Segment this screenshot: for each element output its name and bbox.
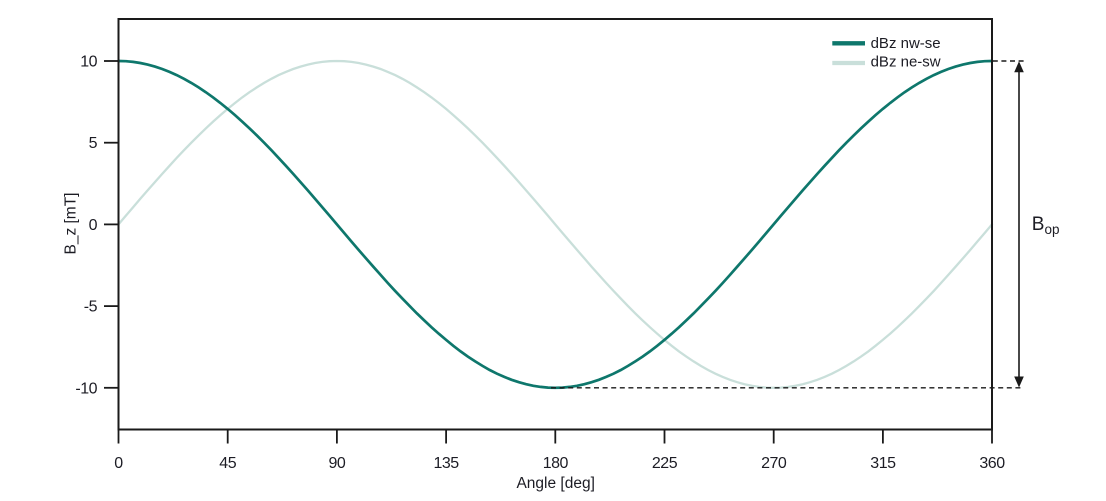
svg-text:5: 5 [89, 135, 98, 152]
svg-text:180: 180 [543, 455, 569, 472]
svg-text:45: 45 [219, 455, 236, 472]
svg-text:dBz nw-se: dBz nw-se [871, 35, 941, 52]
svg-text:270: 270 [761, 455, 787, 472]
svg-text:0: 0 [89, 217, 98, 234]
svg-text:dBz ne-sw: dBz ne-sw [871, 54, 941, 71]
svg-text:90: 90 [329, 455, 346, 472]
svg-text:B_z [mT]: B_z [mT] [63, 192, 80, 254]
svg-text:-10: -10 [75, 380, 97, 397]
svg-text:Angle [deg]: Angle [deg] [516, 475, 594, 492]
svg-text:-5: -5 [84, 299, 98, 316]
svg-text:225: 225 [652, 455, 678, 472]
svg-text:0: 0 [114, 455, 123, 472]
svg-text:135: 135 [433, 455, 459, 472]
svg-text:315: 315 [870, 455, 896, 472]
svg-text:Bop: Bop [1032, 214, 1060, 237]
svg-text:10: 10 [80, 54, 97, 71]
svg-text:360: 360 [979, 455, 1005, 472]
